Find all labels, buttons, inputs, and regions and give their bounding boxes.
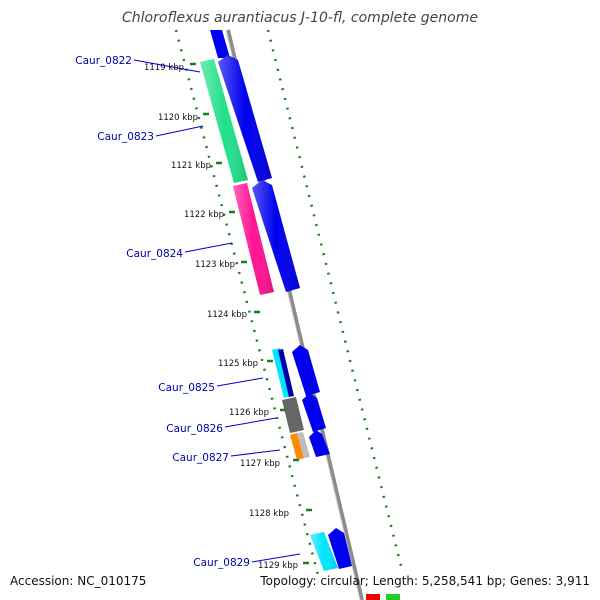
cds-forward-arrow[interactable] [210, 30, 230, 58]
gene-fragment [386, 594, 400, 600]
tick-label: 1119 kbp [144, 63, 184, 73]
label-link [251, 553, 301, 563]
accession-text: Accession: NC_010175 [10, 574, 147, 588]
tick-label: 1127 kbp [240, 459, 280, 469]
tick-label: 1125 kbp [218, 359, 258, 369]
gene-label-caur-0822[interactable]: Caur_0822 [75, 55, 132, 67]
gene-band-caur-0826[interactable] [282, 397, 304, 433]
tick-label: 1126 kbp [229, 408, 269, 418]
tick-label: 1120 kbp [158, 113, 198, 123]
gene-label-caur-0826[interactable]: Caur_0826 [166, 423, 223, 435]
gene-band-caur-0827[interactable] [290, 433, 304, 460]
cds-forward-arrow[interactable] [309, 430, 330, 457]
genome-summary-text: Topology: circular; Length: 5,258,541 bp… [260, 574, 590, 588]
label-link [155, 125, 204, 137]
cds-forward-arrow[interactable] [302, 393, 326, 432]
label-link [216, 377, 264, 387]
gene-label-caur-0829[interactable]: Caur_0829 [193, 557, 250, 569]
genome-title: Chloroflexus aurantiacus J-10-fl, comple… [122, 10, 478, 26]
gene-label-caur-0823[interactable]: Caur_0823 [97, 131, 154, 143]
tick-label: 1122 kbp [184, 210, 224, 220]
label-link [224, 417, 277, 428]
tick-label: 1123 kbp [195, 260, 235, 270]
gene-label-caur-0824[interactable]: Caur_0824 [126, 248, 183, 260]
tick-label: 1129 kbp [258, 561, 298, 571]
inner-dotted-track [174, 29, 320, 576]
gene-band-caur-0827-grey [297, 432, 310, 458]
label-link [184, 242, 233, 253]
tick-marks [190, 62, 312, 565]
tick-label: 1124 kbp [207, 310, 247, 320]
gene-band-caur-0825-dark [278, 349, 294, 397]
tick-labels: 1119 kbp 1120 kbp 1121 kbp 1122 kbp 1123… [144, 63, 298, 571]
label-link [133, 59, 201, 73]
gene-fragment [366, 594, 380, 600]
tick-label: 1128 kbp [249, 509, 289, 519]
cds-forward-arrow[interactable] [292, 345, 320, 396]
gene-label-caur-0825[interactable]: Caur_0825 [158, 382, 215, 394]
gene-labels: Caur_0822 Caur_0823 Caur_0824 Caur_0825 … [75, 55, 301, 569]
label-link [230, 449, 281, 457]
tick-label: 1121 kbp [171, 161, 211, 171]
cds-forward-arrow[interactable] [328, 528, 352, 569]
gene-label-caur-0827[interactable]: Caur_0827 [172, 452, 229, 464]
